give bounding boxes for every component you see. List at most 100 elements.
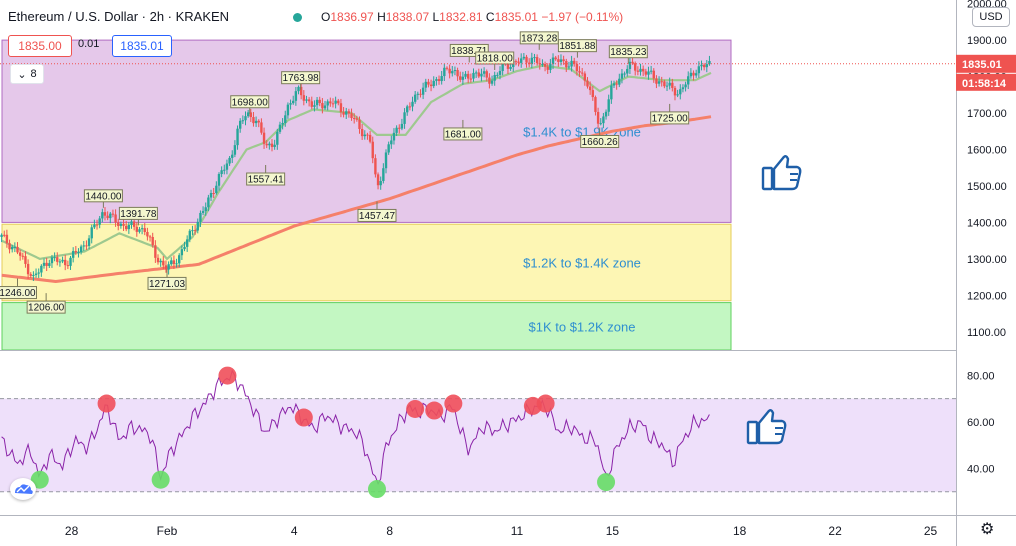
- indicators-toggle-button[interactable]: ⌄ 8: [10, 64, 44, 84]
- candle-body: [676, 94, 679, 96]
- candle-body: [355, 118, 359, 120]
- candle-body: [694, 73, 698, 76]
- candle-body: [262, 132, 266, 144]
- time-tick-label: 28: [65, 524, 79, 538]
- price-label-text: 1391.78: [120, 209, 157, 220]
- high-label: H: [377, 10, 386, 24]
- candle-body: [204, 207, 207, 212]
- rsi-overbought-marker: [97, 394, 116, 413]
- candle-body: [453, 70, 457, 72]
- tradingview-logo-icon[interactable]: [10, 478, 36, 500]
- candle-body: [376, 174, 380, 186]
- price-label-text: 1835.23: [610, 47, 647, 58]
- candle-body: [496, 74, 499, 76]
- candle-body: [26, 263, 30, 275]
- candle-body: [196, 221, 199, 231]
- candle-body: [671, 82, 674, 88]
- price-label-box: [83, 189, 123, 203]
- candle-body: [292, 100, 295, 104]
- gear-icon[interactable]: ⚙: [980, 521, 995, 538]
- candle-body: [379, 180, 382, 186]
- market-status-icon: [293, 13, 302, 22]
- price-label-box: [26, 300, 66, 314]
- low-label: L: [432, 10, 440, 24]
- candle-body: [665, 85, 669, 87]
- candle-body: [501, 63, 504, 71]
- candle-body: [406, 106, 409, 113]
- zone-label: $1.2K to $1.4K zone: [523, 256, 641, 271]
- candle-body: [451, 71, 454, 74]
- currency-button[interactable]: USD: [972, 7, 1010, 27]
- candle-body: [339, 103, 343, 113]
- price-label-box: [557, 39, 597, 53]
- candle-body: [24, 256, 27, 264]
- candle-body: [135, 226, 138, 232]
- candle-body: [40, 265, 43, 273]
- candle-body: [42, 262, 46, 266]
- candle-body: [602, 116, 605, 124]
- candle-body: [199, 212, 202, 222]
- candle-body: [520, 58, 523, 63]
- time-tick-label: 4: [291, 524, 298, 538]
- time-tick-label: 15: [606, 524, 620, 538]
- candle-body: [48, 263, 51, 266]
- candle-body: [546, 66, 549, 70]
- candle-body: [347, 111, 351, 114]
- candle-body: [103, 212, 107, 216]
- candle-body: [482, 71, 486, 74]
- candle-body: [599, 123, 602, 125]
- time-tick-label: Feb: [157, 524, 178, 538]
- candle-body: [154, 245, 157, 258]
- candle-body: [620, 73, 624, 79]
- rsi-oversold-marker: [597, 473, 616, 492]
- candle-body: [305, 99, 308, 101]
- candle-body: [167, 264, 170, 270]
- candle-body: [170, 260, 173, 265]
- candle-body: [238, 120, 242, 129]
- candle-body: [207, 197, 210, 208]
- candle-body: [323, 105, 327, 109]
- candle-body: [162, 260, 165, 266]
- candle-body: [562, 59, 565, 62]
- candle-body: [705, 64, 708, 68]
- price-label-text: 1725.00: [652, 113, 689, 124]
- candle-body: [130, 221, 133, 225]
- candle-body: [281, 122, 284, 125]
- candle-body: [466, 73, 470, 79]
- candle-body: [71, 251, 75, 258]
- candle-body: [172, 260, 176, 265]
- candle-body: [124, 225, 128, 230]
- buy-button[interactable]: 1835.01: [112, 35, 172, 57]
- candle-body: [146, 231, 149, 237]
- candle-body: [315, 99, 319, 106]
- candle-body: [313, 105, 316, 107]
- rsi-tick-label: 80.00: [967, 370, 995, 382]
- rsi-overbought-marker: [425, 401, 444, 420]
- candle-body: [95, 224, 99, 226]
- candle-body: [252, 117, 255, 124]
- candle-body: [474, 72, 478, 74]
- price-label-box: [281, 71, 321, 85]
- price-label-text: 1457.47: [359, 211, 396, 222]
- last-price-label: 1835.01: [962, 59, 1002, 71]
- rsi-overbought-marker: [406, 399, 425, 418]
- candle-body: [371, 141, 374, 159]
- price-label-text: 1681.00: [445, 129, 482, 140]
- candle-body: [702, 64, 706, 68]
- candle-body: [668, 82, 671, 86]
- candle-body: [29, 274, 32, 276]
- candle-body: [352, 118, 356, 120]
- candle-body: [692, 72, 695, 76]
- candle-body: [506, 63, 510, 69]
- candle-body: [541, 63, 544, 65]
- candle-body: [398, 127, 401, 129]
- candle-body: [0, 234, 3, 237]
- time-tick-label: 8: [386, 524, 393, 538]
- candle-body: [580, 72, 584, 74]
- sell-button[interactable]: 1835.00: [8, 35, 72, 57]
- candle-body: [578, 71, 581, 73]
- candle-body: [533, 57, 536, 59]
- candle-body: [50, 257, 54, 264]
- candle-body: [117, 222, 120, 226]
- candle-body: [310, 101, 313, 107]
